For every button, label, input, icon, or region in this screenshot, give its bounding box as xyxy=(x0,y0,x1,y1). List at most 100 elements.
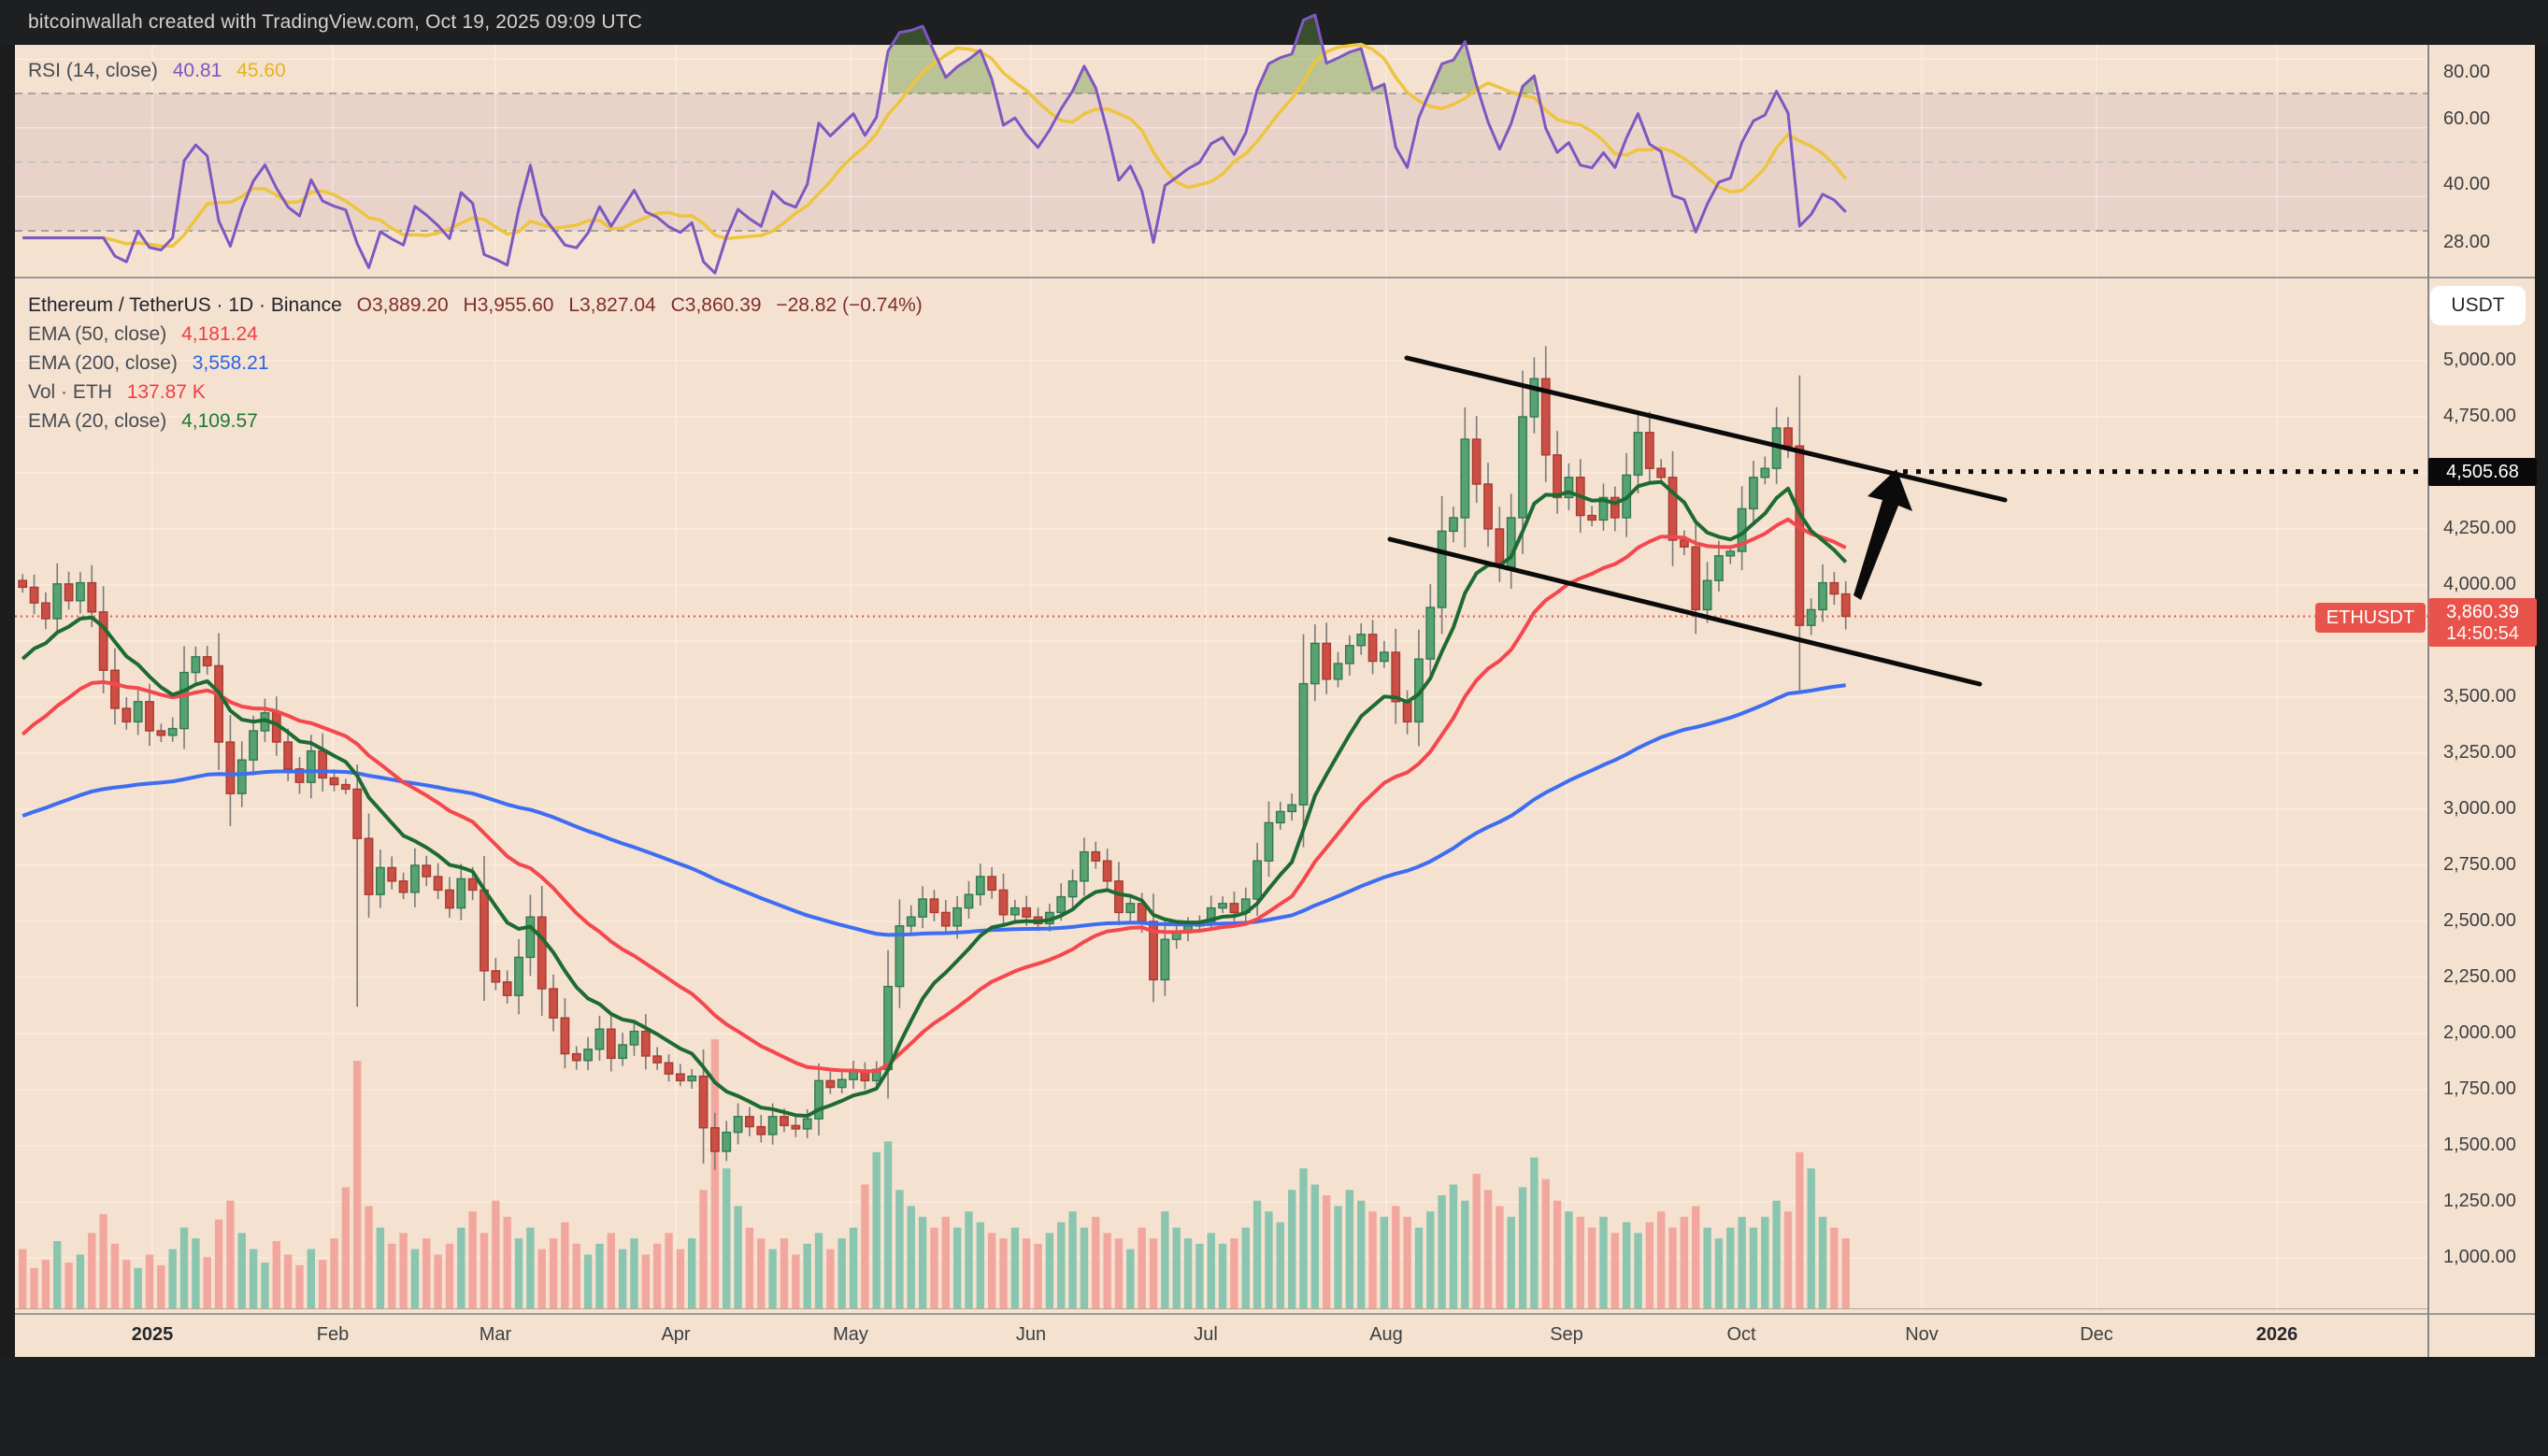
volume-bar xyxy=(734,1206,742,1308)
ema200-label[interactable]: EMA (200, close) xyxy=(28,352,178,374)
rsi-main-separator[interactable] xyxy=(15,277,2535,278)
volume-bar xyxy=(630,1238,638,1308)
candle xyxy=(1587,514,1597,521)
candle xyxy=(1553,454,1562,499)
volume-bar xyxy=(1392,1206,1400,1308)
symbol-title[interactable]: Ethereum / TetherUS · 1D · Binance xyxy=(28,294,342,316)
candle xyxy=(1460,438,1470,519)
volume-bar xyxy=(907,1206,915,1308)
volume-bar xyxy=(1507,1217,1515,1308)
price-tick-label: 1,000.00 xyxy=(2443,1247,2516,1267)
volume-bar xyxy=(1587,1227,1596,1308)
volume-bar xyxy=(422,1238,431,1308)
currency-toggle-button[interactable]: USDT xyxy=(2430,286,2526,325)
candle xyxy=(791,1124,801,1130)
volume-bar xyxy=(618,1249,627,1308)
candle xyxy=(52,583,63,620)
price-tick-label: 1,750.00 xyxy=(2443,1078,2516,1099)
volume-bar xyxy=(457,1227,465,1308)
ema50-label[interactable]: EMA (50, close) xyxy=(28,323,167,345)
volume-bar xyxy=(1380,1217,1389,1308)
volume-bar xyxy=(145,1254,154,1308)
candle xyxy=(191,656,201,674)
volume-bar xyxy=(918,1217,927,1308)
candle xyxy=(156,730,166,736)
candle xyxy=(537,916,547,990)
volume-bar xyxy=(1195,1243,1204,1308)
candle xyxy=(1229,903,1239,914)
ohlc-open: O3,889.20 xyxy=(356,294,449,316)
candle xyxy=(329,777,339,786)
volume-bar xyxy=(110,1243,120,1308)
volume-bar xyxy=(1334,1206,1342,1308)
volume-bar xyxy=(179,1227,189,1308)
candle xyxy=(76,581,85,602)
candle xyxy=(364,837,374,895)
volume-bar xyxy=(1357,1200,1366,1308)
price-tick-label: 2,750.00 xyxy=(2443,854,2516,875)
volume-bar xyxy=(1310,1184,1320,1308)
volume-bar xyxy=(1368,1211,1377,1308)
volume-bar xyxy=(837,1238,846,1308)
volume-bar xyxy=(30,1267,38,1308)
volume-bar xyxy=(1830,1227,1839,1308)
volume-bar xyxy=(1807,1168,1815,1308)
volume-bar xyxy=(757,1238,766,1308)
candle xyxy=(1806,608,1816,626)
volume-bar xyxy=(468,1211,477,1308)
volume-bar xyxy=(641,1254,651,1308)
candle xyxy=(1009,906,1020,916)
volume-bar xyxy=(376,1227,385,1308)
line-series xyxy=(21,479,1848,1119)
candle xyxy=(514,956,523,996)
volume-bar xyxy=(88,1233,96,1308)
ema20-label[interactable]: EMA (20, close) xyxy=(28,410,167,432)
volume-bar xyxy=(895,1190,904,1308)
volume-bar xyxy=(595,1243,604,1308)
up-arrow-annotation[interactable] xyxy=(1854,469,1912,600)
volume-bar xyxy=(952,1227,962,1308)
price-tick-label: 2,500.00 xyxy=(2443,910,2516,931)
candle xyxy=(410,864,420,893)
volume-legend-row: Vol · ETH 137.87 K xyxy=(28,381,215,404)
candle xyxy=(29,586,39,604)
candle xyxy=(1218,903,1227,909)
volume-label[interactable]: Vol · ETH xyxy=(28,381,112,403)
volume-bar xyxy=(537,1249,546,1308)
volume-bar xyxy=(1749,1227,1758,1308)
volume-bar xyxy=(987,1233,996,1308)
channel_lower-trendline[interactable] xyxy=(1387,536,1983,687)
price-axis-separator[interactable] xyxy=(2427,45,2429,1357)
candle xyxy=(606,1028,616,1060)
volume-bar xyxy=(1576,1217,1584,1308)
volume-bar xyxy=(1483,1190,1493,1308)
candle xyxy=(1367,634,1378,663)
ema20-value: 4,109.57 xyxy=(181,410,258,432)
candle xyxy=(583,1049,594,1062)
candle xyxy=(629,1030,639,1046)
ema50-value: 4,181.24 xyxy=(181,323,258,345)
candle xyxy=(906,916,916,927)
volume-bar xyxy=(1645,1221,1654,1308)
chart-panel[interactable] xyxy=(15,45,2535,1357)
candle xyxy=(87,581,97,613)
candle xyxy=(756,1125,766,1135)
candle xyxy=(964,893,974,909)
ohlc-change: −28.82 (−0.74%) xyxy=(776,294,923,316)
volume-bar xyxy=(710,1039,720,1308)
volume-bar xyxy=(1218,1243,1227,1308)
ema200-legend-row: EMA (200, close) 3,558.21 xyxy=(28,352,279,375)
volume-bar xyxy=(1080,1227,1089,1308)
candle xyxy=(1402,701,1412,723)
candle xyxy=(398,880,408,893)
symbol-price-tag: ETHUSDT xyxy=(2315,603,2426,633)
price-tick-label: 1,250.00 xyxy=(2443,1191,2516,1211)
candle xyxy=(122,707,132,723)
candle xyxy=(306,749,316,783)
channel_upper-trendline[interactable] xyxy=(1404,355,2008,503)
volume-bar xyxy=(1496,1206,1504,1308)
volume-bar xyxy=(192,1238,200,1308)
volume-bar xyxy=(1703,1227,1711,1308)
rsi-tick-label: 28.00 xyxy=(2443,232,2491,252)
